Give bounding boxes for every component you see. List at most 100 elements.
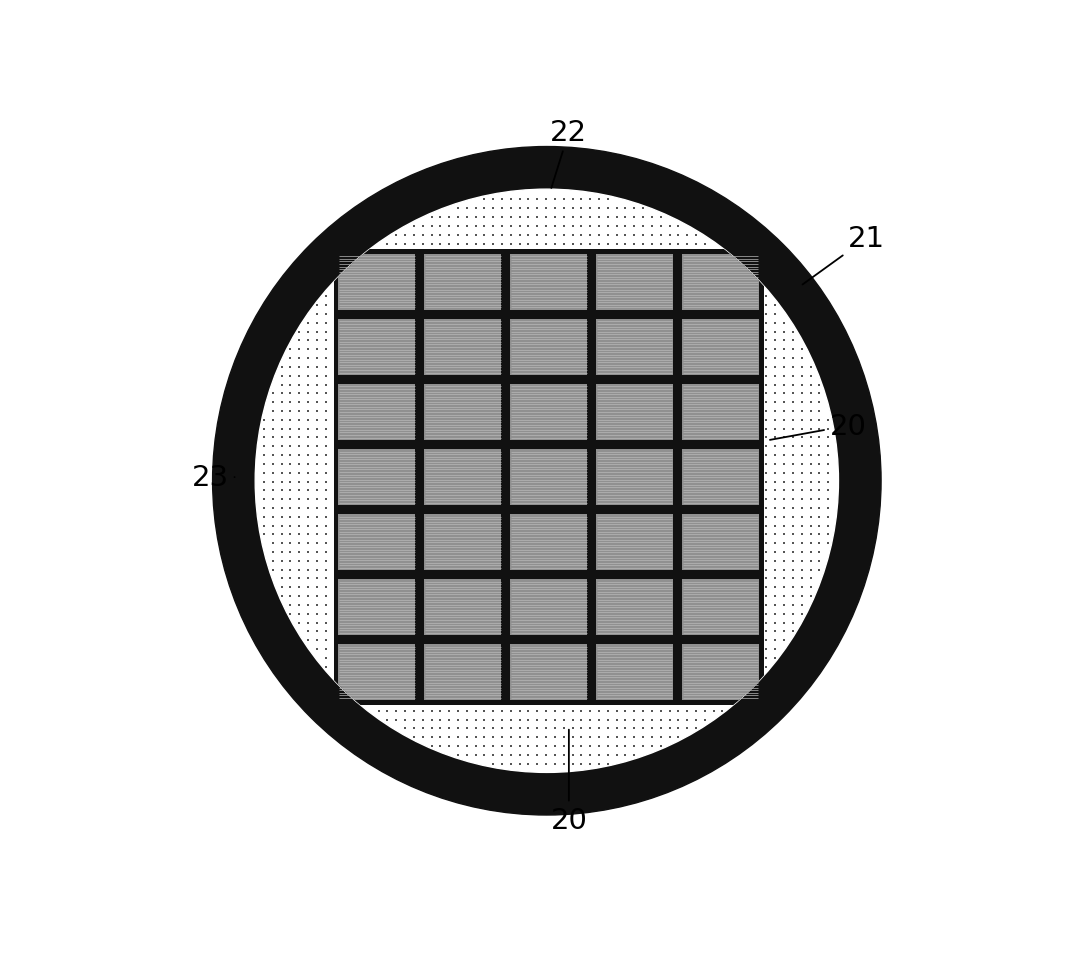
Point <box>449 659 466 675</box>
Point <box>722 413 739 428</box>
Point <box>538 730 555 745</box>
Point <box>370 606 387 621</box>
Point <box>503 695 520 710</box>
Point <box>300 334 317 349</box>
Point <box>265 431 282 446</box>
Point <box>362 624 379 639</box>
Point <box>405 518 423 534</box>
Point <box>362 616 379 631</box>
Point <box>370 439 387 455</box>
Point <box>520 500 537 516</box>
Point <box>300 404 317 419</box>
Point <box>590 334 607 349</box>
Point <box>617 404 634 419</box>
Point <box>335 659 352 675</box>
Point <box>679 686 696 701</box>
Point <box>608 492 625 507</box>
Point <box>335 272 352 287</box>
Point <box>590 730 607 745</box>
Point <box>476 201 493 216</box>
Point <box>732 360 749 375</box>
Point <box>449 254 466 270</box>
Point <box>793 536 810 551</box>
Point <box>705 290 722 305</box>
Point <box>582 263 599 278</box>
Point <box>449 369 466 384</box>
Point <box>705 431 722 446</box>
Point <box>732 483 749 498</box>
Point <box>484 598 501 613</box>
Point <box>625 377 642 393</box>
Point <box>344 483 361 498</box>
Point <box>564 466 582 481</box>
Point <box>555 641 572 657</box>
Point <box>387 272 404 287</box>
Point <box>432 659 449 675</box>
Point <box>643 703 660 719</box>
Point <box>722 624 739 639</box>
Point <box>776 431 793 446</box>
Point <box>327 518 344 534</box>
Point <box>317 510 334 525</box>
Point <box>600 351 617 366</box>
Point <box>273 456 290 472</box>
Point <box>362 606 379 621</box>
Point <box>405 598 423 613</box>
Point <box>327 500 344 516</box>
Point <box>600 616 617 631</box>
Point <box>335 280 352 295</box>
Point <box>379 651 396 666</box>
Point <box>546 228 563 243</box>
Point <box>441 589 458 604</box>
Bar <box>682 254 759 311</box>
Point <box>344 686 361 701</box>
Point <box>590 395 607 411</box>
Point <box>458 545 475 560</box>
Point <box>670 466 687 481</box>
Point <box>732 527 749 542</box>
Point <box>265 562 282 578</box>
Point <box>352 510 369 525</box>
Point <box>387 703 404 719</box>
Point <box>802 395 819 411</box>
Point <box>555 263 572 278</box>
Point <box>732 659 749 675</box>
Point <box>511 500 528 516</box>
Point <box>458 492 475 507</box>
Point <box>529 307 546 322</box>
Point <box>590 263 607 278</box>
Point <box>705 254 722 270</box>
Bar <box>510 319 587 375</box>
Point <box>670 431 687 446</box>
Point <box>617 606 634 621</box>
Point <box>608 280 625 295</box>
Point <box>564 730 582 745</box>
Point <box>449 228 466 243</box>
Point <box>643 545 660 560</box>
Point <box>546 739 563 754</box>
Point <box>529 739 546 754</box>
Point <box>511 263 528 278</box>
Point <box>573 219 590 234</box>
Point <box>749 307 766 322</box>
Point <box>397 475 414 490</box>
Point <box>546 211 563 226</box>
Point <box>432 211 449 226</box>
Point <box>714 290 731 305</box>
Point <box>467 201 484 216</box>
Point <box>546 633 563 648</box>
Point <box>564 369 582 384</box>
Point <box>414 377 431 393</box>
Point <box>679 536 696 551</box>
Point <box>679 571 696 586</box>
Point <box>679 315 696 331</box>
Point <box>705 633 722 648</box>
Point <box>432 307 449 322</box>
Point <box>573 201 590 216</box>
Point <box>317 659 334 675</box>
Point <box>784 439 801 455</box>
Point <box>414 342 431 357</box>
Point <box>520 527 537 542</box>
Point <box>722 307 739 322</box>
Point <box>467 545 484 560</box>
